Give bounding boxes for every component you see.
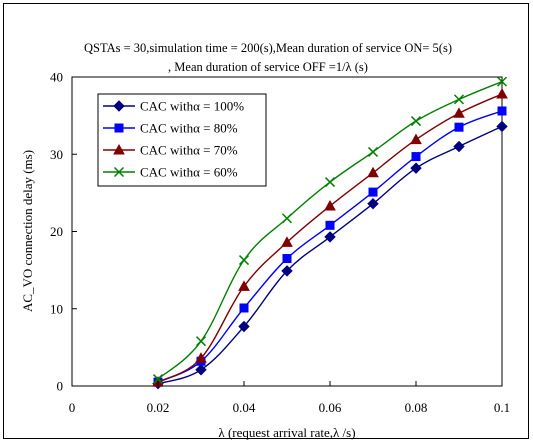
data-point-triangle [195,352,207,363]
data-point-x [152,374,164,385]
legend-marker-triangle [113,143,125,155]
data-point-triangle [238,280,250,291]
legend-label: CAC withα = 60% [140,165,238,180]
data-point-x [453,94,465,105]
data-point-x [367,146,379,157]
legend-entry: CAC withα = 80% [103,121,238,136]
data-point-diamond [195,364,207,376]
chart-frame [3,3,529,439]
series-triangle [152,87,508,387]
x-tick-label: 0.06 [319,400,342,415]
data-point-square [325,220,335,230]
legend-entry: CAC withα = 70% [103,143,238,158]
data-point-square [282,254,292,264]
legend-marker-diamond [113,100,125,112]
data-point-diamond [367,197,379,210]
x-tick-label: 0.1 [494,400,510,415]
data-point-x [410,116,422,127]
data-point-diamond [281,265,293,277]
legend-entry: CAC withα = 60% [103,165,238,180]
legend-entry: CAC withα = 100% [103,99,244,114]
data-point-square [454,122,464,132]
legend-label: CAC withα = 70% [140,143,238,158]
y-axis-label: AC_VO connection delay (ms) [20,150,35,312]
data-point-square [411,152,421,162]
data-point-square [497,106,507,116]
legend-marker-x [113,166,125,178]
data-point-triangle [453,107,465,118]
y-tick-label: 0 [57,379,64,394]
x-axis-label: λ (request arrival rate,λ /s) [218,425,355,440]
data-point-x [238,255,250,266]
x-tick-label: 0.08 [405,400,428,415]
legend-label: CAC withα = 80% [140,121,238,136]
data-point-triangle [410,133,422,145]
legend-box [97,93,267,187]
data-point-x [281,213,293,224]
data-point-triangle [367,166,379,178]
chart-title-line-1: QSTAs = 30,simulation time = 200(s),Mean… [84,41,452,55]
y-tick-label: 20 [50,224,63,239]
legend-marker-square [114,123,124,133]
data-point-diamond [238,320,250,333]
data-point-triangle [281,236,293,247]
x-tick-label: 0.02 [147,400,170,415]
data-point-diamond [496,120,508,133]
data-point-square [368,187,378,197]
data-point-x [195,336,207,347]
data-point-square [239,303,249,313]
data-point-diamond [410,162,422,174]
y-tick-label: 40 [50,70,63,85]
data-point-triangle [496,87,508,99]
x-tick-label: 0 [69,400,76,415]
x-tick-label: 0.04 [233,400,256,415]
data-point-diamond [324,231,336,243]
data-point-x [496,76,508,87]
legend-label: CAC withα = 100% [140,99,244,114]
data-point-triangle [324,199,336,211]
data-point-x [324,177,336,188]
chart-title-line-2: , Mean duration of service OFF =1/λ (s) [168,60,368,74]
y-tick-label: 30 [50,147,63,162]
series-x [152,76,508,385]
y-tick-label: 10 [50,301,63,316]
data-point-diamond [453,140,465,153]
series-diamond [152,120,508,390]
